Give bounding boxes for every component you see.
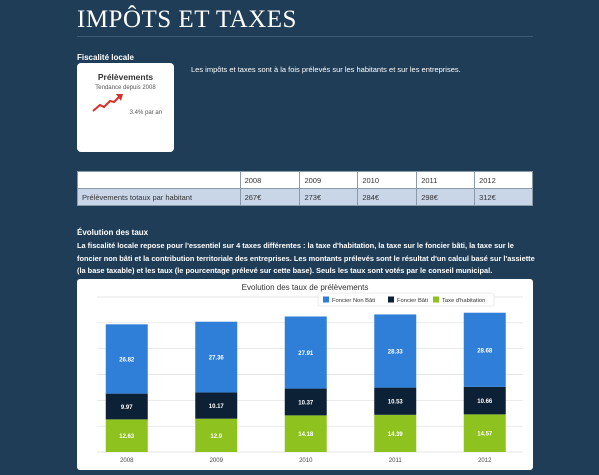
data-label: 10.66 (477, 399, 493, 405)
page-title: IMPÔTS ET TAXES (77, 6, 297, 33)
bar-segment (374, 314, 417, 388)
bar-segment (284, 388, 327, 416)
table-row-label: Prélèvements totaux par habitant (77, 188, 241, 206)
bar-segment (463, 312, 506, 387)
data-label: 14.18 (298, 432, 314, 438)
bar-segment (105, 324, 148, 394)
legend-swatch (323, 296, 329, 303)
table-header-cell: 2009 (299, 171, 359, 189)
bar-segment (463, 386, 506, 415)
kpi-subtitle: Tendance depuis 2008 (95, 85, 156, 91)
trend-up-arrow-icon (92, 94, 123, 112)
data-label: 26.82 (119, 357, 135, 363)
table-cell: 267€ (239, 188, 301, 206)
table-header-row: 2008 2009 2010 2011 2012 (77, 171, 533, 189)
bar-segment (105, 419, 148, 452)
x-tick-label: 2012 (478, 458, 492, 464)
data-label: 27.36 (209, 356, 225, 362)
stacked-bar-chart: Evolution des taux de prélèvements 12.63… (97, 283, 523, 464)
bar-segment (284, 316, 327, 389)
bar-segment (284, 415, 327, 452)
evolution-heading: Évolution des taux (77, 228, 149, 237)
legend-item[interactable]: Foncier Bâti (397, 298, 428, 304)
data-label: 14.39 (388, 432, 404, 438)
data-label: 9.97 (121, 405, 133, 411)
data-label: 28.68 (477, 348, 493, 354)
fiscalite-heading: Fiscalité locale (77, 53, 134, 62)
chart-panel: Evolution des taux de prélèvements 12.63… (77, 279, 533, 470)
kpi-value: 3.4% par an (129, 110, 162, 116)
table-row: Prélèvements totaux par habitant 267€ 27… (77, 188, 533, 206)
bar-segment (195, 321, 238, 393)
bar-segment (374, 414, 417, 452)
table-cell: 312€ (474, 188, 533, 206)
table-header-cell: 2012 (474, 171, 533, 189)
evolution-text: La fiscalité locale repose pour l'essent… (77, 241, 535, 275)
bar-segment (463, 414, 506, 452)
chart-title: Evolution des taux de prélèvements (242, 283, 369, 292)
table-header-empty (77, 171, 241, 189)
x-tick-label: 2010 (299, 458, 313, 464)
data-label: 14.57 (477, 432, 493, 438)
table-cell: 273€ (299, 188, 359, 206)
data-label: 10.37 (298, 400, 314, 406)
table-cell: 284€ (357, 188, 418, 206)
legend-swatch (433, 296, 439, 303)
title-divider (77, 36, 533, 37)
bar-segment (374, 387, 417, 415)
kpi-card: Prélèvements Tendance depuis 2008 3.4% p… (77, 63, 174, 152)
table-header-cell: 2008 (239, 171, 301, 189)
bar-segment (195, 418, 238, 452)
data-label: 28.33 (388, 350, 404, 356)
prelevements-table: 2008 2009 2010 2011 2012 Prélèvements to… (77, 171, 533, 206)
x-tick-label: 2009 (210, 458, 224, 464)
bar-segment (105, 393, 148, 420)
data-label: 27.91 (298, 351, 314, 357)
kpi-title: Prélèvements (97, 72, 154, 82)
data-label: 12.63 (119, 434, 135, 440)
chart-legend (317, 292, 495, 307)
bar-segment (195, 392, 238, 419)
x-tick-label: 2008 (120, 458, 134, 464)
table-cell: 298€ (416, 188, 476, 206)
x-tick-label: 2011 (389, 458, 403, 464)
table-header-cell: 2010 (357, 171, 418, 189)
legend-item[interactable]: Foncier Non Bâti (332, 298, 375, 304)
fiscalite-intro: Les impôts et taxes sont à la fois préle… (191, 65, 461, 74)
table-header-cell: 2011 (416, 171, 476, 189)
data-label: 10.17 (209, 404, 225, 410)
legend-item[interactable]: Taxe d'habitation (442, 298, 485, 304)
data-label: 12.9 (210, 434, 222, 440)
legend-swatch (388, 296, 394, 303)
data-label: 10.53 (388, 400, 404, 406)
